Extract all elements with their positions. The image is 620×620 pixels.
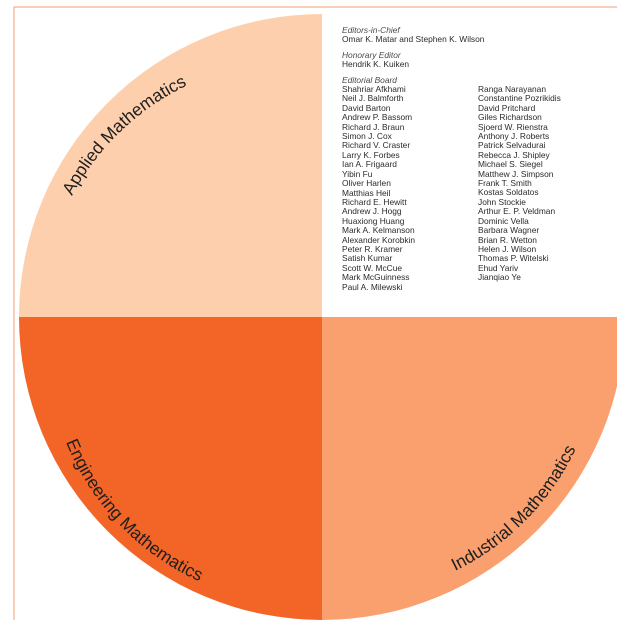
board-member: Brian R. Wetton [478,234,537,245]
editorial-masthead: Editors-in-Chief Omar K. Matar and Steph… [342,25,614,292]
board-member: Richard E. Hewitt [342,196,407,207]
board-member: Patrick Selvadurai [478,140,546,151]
board-member: Sjoerd W. Rienstra [478,121,548,132]
board-member: Mark McGuinness [342,272,410,283]
board-member: Thomas P. Witelski [478,253,549,264]
board-member: Dominic Vella [478,215,529,226]
board-column-2: Ranga Narayanan Constantine Pozrikidis Dav… [478,76,561,292]
board-member: Neil J. Balmforth [342,93,404,104]
board-member: Peter R. Kramer [342,243,403,254]
board-member: John Stockie [478,196,526,207]
board-member: Frank T. Smith [478,178,532,189]
board-member: Constantine Pozrikidis [478,93,561,104]
board-member: Andrew P. Bassom [342,112,413,123]
quadrant-industrial [322,317,617,620]
board-member: Ehud Yariv [478,262,519,273]
board-column-1: Editorial Board Shahriar Afkhami Neil J. … [342,74,478,292]
editors-block: Editors-in-Chief Omar K. Matar and Steph… [342,25,614,45]
board-member: Kostas Soldatos [478,187,539,198]
board-member: David Barton [342,102,391,113]
board-member: Arthur E. P. Veldman [478,206,556,217]
board-member: Matthew J. Simpson [478,168,554,179]
honorary-block: Honorary Editor Hendrik K. Kuiken [342,49,614,70]
editors-names: Omar K. Matar and Stephen K. Wilson [342,34,485,45]
editorial-board: Editorial Board Shahriar Afkhami Neil J. … [342,74,614,292]
board-member: Matthias Heil [342,187,391,198]
cover-border [13,6,617,620]
honorary-heading: Honorary Editor [342,49,401,60]
board-member: Simon J. Cox [342,131,392,142]
board-member: Paul A. Milewski [342,281,403,292]
board-member: Jianqiao Ye [478,272,521,283]
board-member: Mark A. Kelmanson [342,225,415,236]
board-member: Anthony J. Roberts [478,131,550,142]
quadrant-engineering [19,317,322,620]
board-member: Ian A. Frigaard [342,159,397,170]
honorary-name: Hendrik K. Kuiken [342,59,410,70]
board-member: David Pritchard [478,102,536,113]
board-member: Satish Kumar [342,253,393,264]
board-member: Richard V. Craster [342,140,411,151]
editors-heading: Editors-in-Chief [342,25,400,35]
board-member: Ranga Narayanan [478,84,546,95]
quadrant-applied [19,14,322,317]
board-member: Yibin Fu [342,168,373,179]
board-member: Richard J. Braun [342,121,405,132]
board-heading: Editorial Board [342,74,397,85]
board-member: Scott W. McCue [342,262,403,273]
board-member: Giles Richardson [478,112,542,123]
board-member: Andrew J. Hogg [342,206,402,217]
board-member: Michael S. Siegel [478,159,543,170]
board-member: Shahriar Afkhami [342,84,406,95]
board-member: Rebecca J. Shipley [478,149,550,160]
board-member: Oliver Harlen [342,178,391,189]
board-member: Helen J. Wilson [478,243,537,254]
board-member: Alexander Korobkin [342,234,416,245]
board-member: Barbara Wagner [478,225,540,236]
board-member: Larry K. Forbes [342,149,400,160]
board-member: Huaxiong Huang [342,215,405,226]
